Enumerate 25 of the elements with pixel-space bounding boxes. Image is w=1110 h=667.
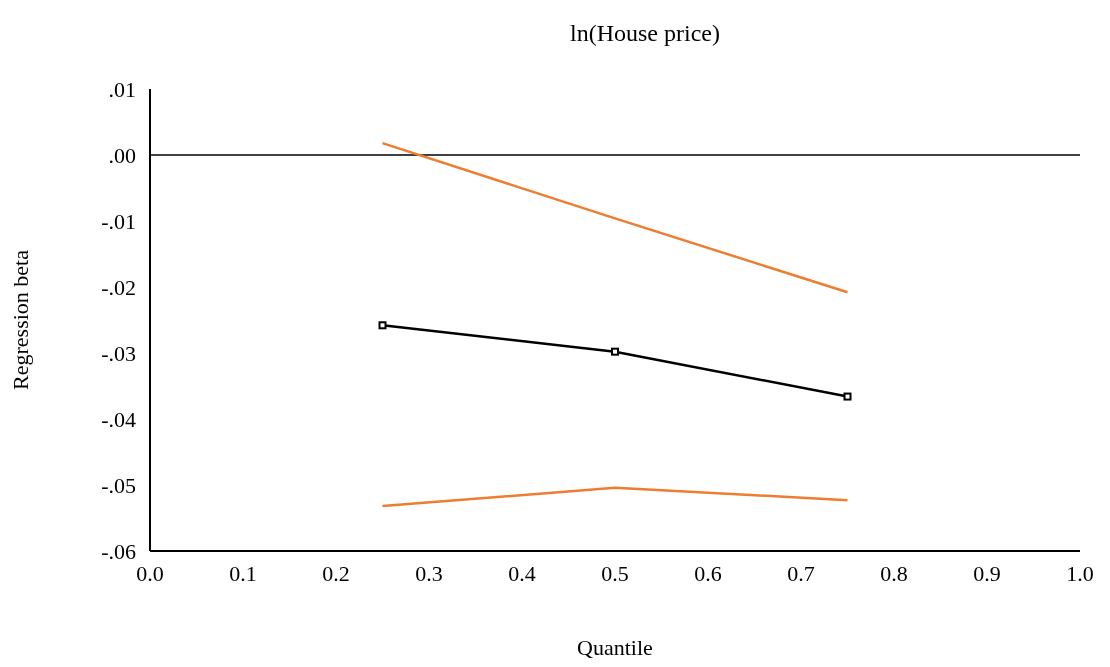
x-tick-label: 0.8 [880,560,908,586]
x-tick-label: 1.0 [1066,560,1094,586]
y-tick-label: .00 [108,142,136,168]
x-tick-label: 0.7 [787,560,815,586]
y-tick-label: -.02 [101,274,136,300]
y-tick-label: .01 [108,76,136,102]
chart-title: ln(House price) [569,19,721,48]
y-tick-label: -.03 [101,340,136,366]
x-tick-label: 0.1 [229,560,257,586]
x-axis-title: Quantile [577,635,653,660]
x-tick-label: 0.2 [322,560,350,586]
x-tick-label: 0.9 [973,560,1001,586]
x-tick-label: 0.4 [508,560,536,586]
point [843,392,852,401]
point [378,321,387,330]
point [611,347,619,356]
x-tick-label: 0.3 [415,560,443,586]
x-tick-label: 0.6 [694,560,722,586]
x-tick-label: 0.5 [601,560,629,586]
y-tick-label: -.06 [101,538,136,564]
x-tick-label: 0.0 [136,560,164,586]
y-tick-label: -.05 [101,472,136,498]
y-tick-label: -.01 [101,208,136,234]
y-tick-label: -.04 [101,406,136,432]
y-axis-title: Regression beta [7,249,33,390]
